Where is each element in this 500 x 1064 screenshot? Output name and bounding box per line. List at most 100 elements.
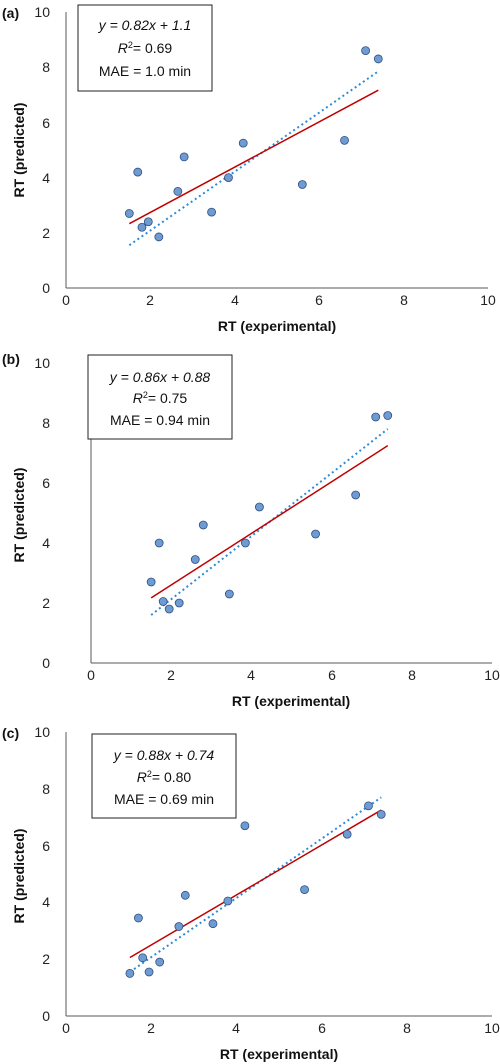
x-tick-labels: 0 2 4 6 8 10 [87,667,500,683]
y-tick-label: 4 [42,170,50,186]
x-tick-label: 10 [480,292,496,308]
r-squared-symbol: R [137,769,147,785]
data-point [371,412,381,422]
y-axis-title: RT (predicted) [11,829,27,924]
r-squared-symbol: R [118,40,128,56]
x-tick-label: 6 [328,667,336,683]
data-point [155,957,165,967]
y-tick-label: 6 [42,838,50,854]
mae-text: MAE = 0.94 min [110,412,210,428]
x-axis-title: RT (experimental) [218,318,336,334]
y-axis-title: RT (predicted) [11,468,27,563]
fit-equation: y = 0.82x + 1.1 [98,17,192,33]
x-tick-labels: 0 2 4 6 8 10 [62,292,496,308]
data-point [180,890,190,900]
y-tick-label: 2 [42,595,50,611]
data-point [238,138,248,148]
panel-b: (b) 0 2 4 6 8 10 0 2 4 6 8 10 RT (experi… [2,351,500,709]
panel-label: (a) [2,5,19,21]
data-point [224,173,233,183]
x-tick-label: 10 [484,1020,500,1036]
data-point [143,217,153,227]
data-point [361,46,371,56]
y-tick-labels: 0 2 4 6 8 10 [34,724,50,1024]
data-point [224,589,234,599]
data-point [342,829,352,839]
data-point [376,809,386,819]
x-tick-label: 10 [484,667,500,683]
x-tick-label: 2 [147,1020,155,1036]
fit-equation: y = 0.86x + 0.88 [109,369,211,385]
data-point [134,913,143,923]
data-point [179,152,189,162]
y-tick-label: 0 [42,1008,50,1024]
x-tick-label: 2 [146,292,154,308]
stats-box-frame [87,354,233,440]
y-tick-label: 10 [34,4,50,20]
fit-equation-text: y = 0.82x + 1.1 [98,17,192,33]
mae-text: MAE = 1.0 min [99,63,191,79]
x-tick-label: 0 [62,292,70,308]
data-point [154,232,164,242]
data-point [174,598,184,608]
r-squared-exponent: 2 [147,769,152,779]
y-tick-label: 4 [42,894,50,910]
r-squared-symbol: R [133,390,143,406]
data-point [138,953,148,963]
y-tick-label: 2 [42,951,50,967]
fit-line [150,445,389,599]
axes [65,12,488,289]
y-tick-label: 0 [42,655,50,671]
data-point [190,555,200,564]
y-tick-label: 8 [42,59,50,75]
x-tick-labels: 0 2 4 6 8 10 [62,1020,500,1036]
panel-c: (c) 0 2 4 6 8 10 0 2 4 6 8 10 RT (experi… [2,724,500,1062]
panel-a: (a) 0 2 4 6 8 10 0 2 4 6 8 10 RT (experi… [2,4,496,334]
plot-area [146,411,393,616]
x-tick-label: 0 [87,667,95,683]
x-tick-label: 0 [62,1020,70,1036]
trend-line [128,70,379,247]
plot-area [124,46,383,247]
y-tick-labels: 0 2 4 6 8 10 [34,355,50,671]
data-point [173,186,183,196]
y-tick-label: 8 [42,781,50,797]
data-point [125,969,135,978]
data-point [351,490,361,500]
x-tick-label: 4 [231,292,239,308]
data-point [144,967,154,977]
data-point [255,502,264,512]
y-tick-label: 2 [42,225,50,241]
fit-line [129,809,382,959]
data-point [373,54,383,64]
y-tick-label: 6 [42,475,50,491]
data-point [137,222,147,232]
data-point [208,919,218,929]
stats-box-frame [77,4,213,92]
stats-box: y = 0.88x + 0.74 R2= 0.80 MAE = 0.69 min [91,733,237,819]
r-squared: R2= 0.75 [133,390,188,406]
data-point [174,922,184,931]
stats-box-frame [91,733,237,819]
x-tick-label: 8 [408,667,416,683]
stats-box: y = 0.86x + 0.88 R2= 0.75 MAE = 0.94 min [87,354,233,440]
fit-equation-text: y = 0.88x + 0.74 [113,747,215,763]
data-point [124,209,134,218]
panel-label: (b) [2,351,20,367]
data-point [300,885,309,895]
data-point [297,180,307,189]
x-tick-label: 6 [315,292,323,308]
data-point [146,577,156,587]
data-point [340,135,349,145]
mae-text: MAE = 0.69 min [114,791,214,807]
data-point [198,520,208,530]
fit-line [128,89,379,225]
data-point [164,604,174,614]
y-tick-label: 8 [42,415,50,431]
x-axis-title: RT (experimental) [220,1046,338,1062]
data-point [133,167,143,177]
x-tick-label: 4 [247,667,255,683]
axes [65,732,492,1017]
x-tick-label: 8 [403,1020,411,1036]
